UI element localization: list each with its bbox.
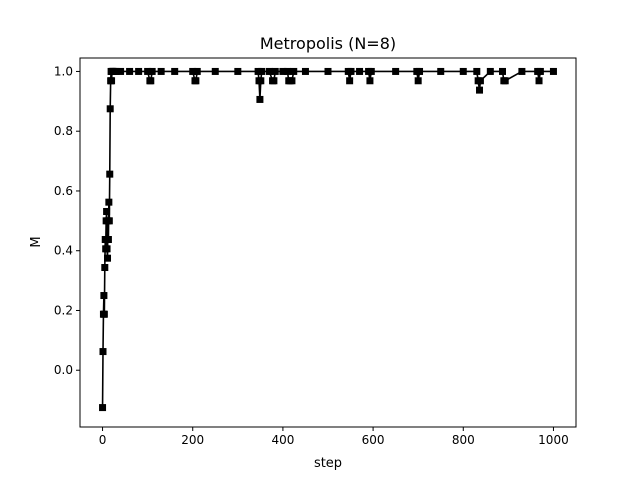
- data-point: [416, 67, 424, 75]
- data-point: [258, 67, 266, 75]
- data-point: [324, 67, 332, 75]
- y-axis-label: M: [29, 236, 44, 247]
- data-point: [100, 310, 108, 318]
- data-point: [414, 77, 422, 85]
- data-point: [211, 67, 219, 75]
- data-point: [101, 264, 109, 272]
- data-point: [135, 67, 143, 75]
- data-point: [288, 77, 296, 85]
- data-point: [193, 67, 201, 75]
- data-point: [366, 77, 374, 85]
- data-point: [473, 67, 481, 75]
- y-tick-label: 0.0: [54, 363, 73, 377]
- data-point: [346, 77, 354, 85]
- x-tick-label: 0: [99, 433, 107, 447]
- data-point: [476, 77, 484, 85]
- data-point: [171, 67, 179, 75]
- data-point: [271, 67, 279, 75]
- data-point: [144, 67, 152, 75]
- data-point: [157, 67, 165, 75]
- data-point: [265, 67, 273, 75]
- data-point: [279, 67, 287, 75]
- data-point: [536, 67, 544, 75]
- data-point: [189, 67, 197, 75]
- x-tick-label: 600: [362, 433, 385, 447]
- data-point: [256, 95, 264, 103]
- data-point: [257, 77, 265, 85]
- data-point: [126, 67, 134, 75]
- x-tick-label: 200: [181, 433, 204, 447]
- data-point: [254, 67, 262, 75]
- x-axis-label: step: [314, 456, 342, 471]
- data-point: [103, 207, 111, 215]
- x-tick-label: 1000: [538, 433, 569, 447]
- data-point: [301, 67, 309, 75]
- data-point: [106, 170, 114, 178]
- data-point: [549, 67, 557, 75]
- plot-area: 0 200 400 600 800 1000 0.0 0.2 0.4 0.6 0.8 1.0: [54, 57, 577, 447]
- data-point: [392, 67, 400, 75]
- data-point: [99, 404, 107, 412]
- y-tick-label: 0.8: [54, 124, 73, 138]
- data-point: [105, 198, 113, 206]
- axes-frame: [79, 57, 577, 428]
- data-point: [501, 77, 509, 85]
- data-point: [104, 254, 112, 262]
- x-tick-label: 400: [271, 433, 294, 447]
- data-point: [147, 77, 155, 85]
- data-point: [437, 67, 445, 75]
- series-markers-0: [99, 67, 557, 412]
- data-point: [117, 67, 125, 75]
- y-tick-label: 0.6: [54, 184, 73, 198]
- data-point: [347, 67, 355, 75]
- data-point: [103, 245, 111, 253]
- y-tick-label: 1.0: [54, 64, 73, 78]
- data-point: [283, 67, 291, 75]
- y-tick-label: 0.2: [54, 303, 73, 317]
- data-point: [192, 77, 200, 85]
- data-point: [112, 67, 120, 75]
- data-point: [234, 67, 242, 75]
- data-point: [290, 67, 298, 75]
- data-point: [148, 67, 156, 75]
- data-point: [459, 67, 467, 75]
- data-point: [99, 348, 107, 356]
- data-point: [108, 77, 116, 85]
- y-tick-label: 0.4: [54, 244, 73, 258]
- data-point: [476, 86, 484, 94]
- data-point: [535, 77, 543, 85]
- data-point: [356, 67, 364, 75]
- chart-title: Metropolis (N=8): [260, 34, 396, 53]
- data-point: [104, 236, 112, 244]
- data-point: [499, 67, 506, 75]
- data-point: [518, 67, 526, 75]
- data-point: [367, 67, 375, 75]
- data-point: [486, 67, 494, 75]
- data-point: [106, 105, 114, 113]
- data-point: [100, 292, 108, 300]
- data-point: [270, 77, 278, 85]
- x-tick-label: 800: [452, 433, 475, 447]
- data-point: [105, 217, 113, 225]
